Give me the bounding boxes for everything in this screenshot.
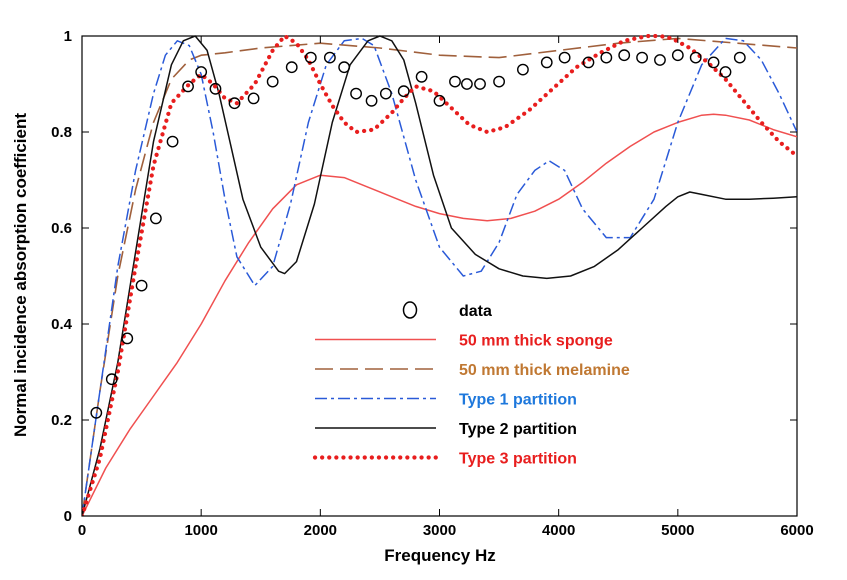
legend: data 50 mm thick sponge 50 mm thick melami…	[312, 301, 630, 468]
legend-item-50-mm-thick-melamine: 50 mm thick melamine	[315, 362, 630, 379]
data-point	[493, 75, 505, 88]
legend-label: Type 3 partition	[459, 451, 577, 468]
legend-label: Type 1 partition	[459, 392, 577, 409]
series-layer	[82, 34, 797, 516]
legend-label: Type 2 partition	[459, 421, 577, 438]
ticks-layer: 0 1000 2000 3000 4000 5000 6000 0 0.2 0.4 0.6 0.8 1	[51, 28, 814, 539]
data-point	[636, 51, 648, 64]
data-point	[558, 51, 571, 64]
series-line-type-2-partition	[82, 35, 797, 516]
y-tick-label: 0.8	[51, 124, 72, 141]
y-tick-label: 0.4	[51, 316, 73, 333]
data-point	[707, 56, 720, 69]
x-tick-label: 3000	[423, 522, 456, 539]
data-point	[689, 51, 702, 64]
data-point	[618, 49, 631, 62]
data-point	[121, 332, 134, 345]
x-tick-label: 4000	[542, 522, 575, 539]
data-point	[105, 373, 118, 386]
data-point	[461, 78, 473, 90]
data-point	[540, 56, 553, 69]
x-tick-label: 2000	[304, 522, 337, 539]
legend-item-type-3-partition: Type 3 partition	[312, 451, 577, 468]
data-point	[149, 212, 162, 225]
data-point	[90, 406, 103, 419]
data-point	[600, 51, 613, 64]
data-point	[166, 135, 179, 148]
data-point	[733, 51, 746, 64]
x-tick-label: 0	[78, 522, 86, 539]
series-line-50-mm-thick-melamine	[82, 37, 797, 516]
series-line-type-3-partition	[82, 34, 797, 516]
data-point	[285, 61, 298, 74]
data-point	[266, 75, 279, 88]
legend-label: data	[459, 303, 492, 320]
y-tick-label: 1	[64, 28, 72, 45]
series-type-1-partition	[82, 37, 797, 516]
legend-label: 50 mm thick sponge	[459, 333, 613, 350]
data-point	[135, 279, 148, 292]
legend-item-50-mm-thick-sponge: 50 mm thick sponge	[315, 333, 613, 350]
x-tick-label: 6000	[780, 522, 813, 539]
data-point	[247, 92, 260, 105]
x-tick-label: 1000	[184, 522, 217, 539]
data-point	[433, 94, 446, 107]
legend-item-data: data	[402, 301, 492, 320]
data-point	[654, 54, 666, 66]
data-point	[350, 87, 362, 100]
legend-label: 50 mm thick melamine	[459, 362, 630, 379]
y-tick-label: 0.6	[51, 220, 72, 237]
x-tick-label: 5000	[661, 522, 694, 539]
data-point	[195, 66, 208, 78]
legend-item-type-1-partition: Type 1 partition	[315, 392, 577, 409]
data-point	[415, 70, 428, 83]
legend-symbol	[402, 301, 418, 319]
data-point	[182, 80, 194, 93]
series-type-2-partition	[82, 35, 797, 516]
data-point	[228, 97, 241, 110]
data-point	[719, 66, 732, 78]
data-point	[304, 51, 317, 64]
data-point	[209, 82, 222, 95]
series-50-mm-thick-melamine	[82, 37, 797, 516]
data-point	[474, 78, 486, 90]
y-tick-label: 0.2	[51, 412, 72, 429]
series-line-50-mm-thick-sponge	[82, 113, 797, 516]
legend-item-type-2-partition: Type 2 partition	[315, 421, 577, 438]
series-data	[90, 49, 746, 419]
data-point	[517, 63, 529, 76]
series-50-mm-thick-sponge	[82, 113, 797, 516]
data-point	[338, 61, 351, 74]
data-point	[449, 75, 461, 88]
y-tick-label: 0	[64, 508, 72, 525]
data-point	[397, 85, 410, 98]
data-point	[671, 49, 684, 62]
data-point	[582, 56, 595, 69]
series-type-3-partition	[82, 34, 797, 516]
x-axis-title: Frequency Hz	[384, 546, 495, 565]
data-point	[365, 94, 378, 107]
data-point	[379, 87, 392, 100]
y-axis-title: Normal incidence absorption coefficient	[11, 113, 30, 437]
data-point	[323, 51, 336, 64]
series-line-type-1-partition	[82, 37, 797, 516]
